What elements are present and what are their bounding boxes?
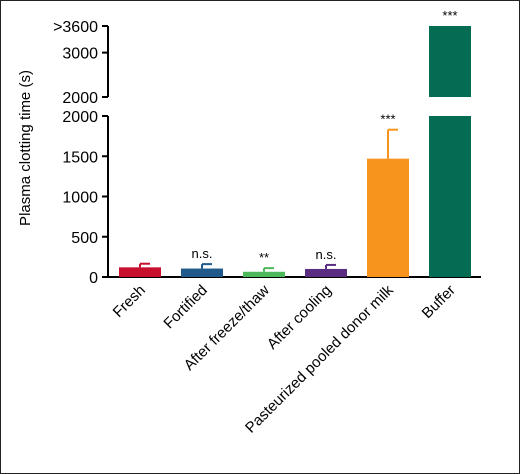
significance-label: **: [259, 250, 269, 265]
y-tick-label: >3600: [53, 19, 98, 36]
significance-label: n.s.: [192, 246, 213, 261]
bar: [119, 267, 161, 277]
bar: [429, 116, 471, 277]
y-tick-label: 3000: [62, 46, 98, 63]
bars: [119, 26, 471, 277]
y-tick-label: 500: [71, 230, 98, 247]
y-tick-label: 2000: [62, 109, 98, 126]
y-tick-label: 1000: [62, 190, 98, 207]
y-tick-label: 0: [89, 270, 98, 287]
bar: [181, 268, 223, 277]
significance-label: ***: [442, 8, 457, 23]
significance-label: ***: [380, 112, 395, 127]
x-tick-label: Fresh: [110, 282, 149, 321]
x-tick-label: Buffer: [419, 282, 459, 322]
y-axis-label: Plasma clotting time (s): [17, 70, 34, 226]
bar: [367, 158, 409, 277]
bar: [305, 268, 347, 277]
bar: [243, 271, 285, 277]
axes: [102, 25, 481, 278]
y-tick-label: 1500: [62, 149, 98, 166]
x-tick-label: Fortified: [160, 282, 210, 332]
significance-label: n.s.: [316, 247, 337, 262]
bar-upper: [429, 26, 471, 97]
y-tick-label: 2000: [62, 90, 98, 107]
